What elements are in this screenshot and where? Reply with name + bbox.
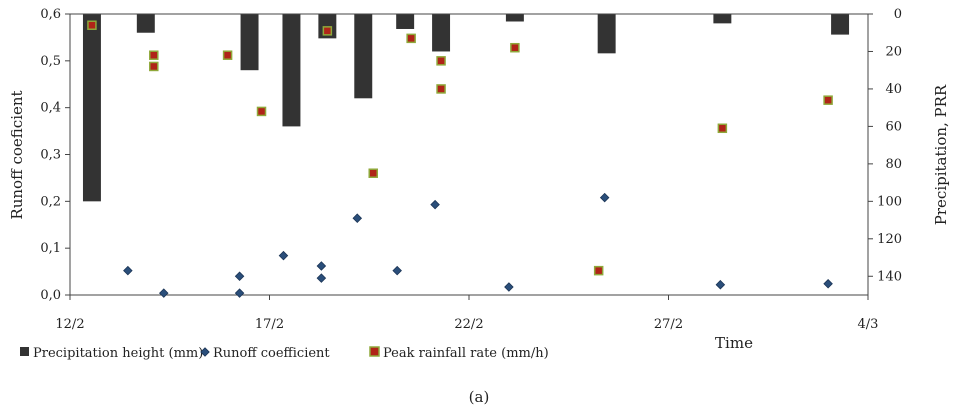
y-right-tick-label: 20 — [885, 44, 902, 59]
runoff-coefficient-point — [823, 278, 833, 289]
y-right-axis-title: Precipitation, PRR — [932, 84, 950, 225]
x-axis-title: Time — [715, 334, 753, 352]
legend-entry-label: Peak rainfall rate (mm/h) — [383, 346, 549, 361]
peak-rainfall-rate-point — [368, 168, 378, 178]
y-left-tick-label: 0,4 — [40, 101, 61, 116]
peak-rainfall-rate-point — [149, 50, 159, 60]
precipitation-bar — [432, 14, 451, 52]
runoff-coefficient-point — [352, 213, 363, 223]
peak-rainfall-rate-point — [823, 95, 833, 105]
y-right-tick-label: 100 — [877, 194, 902, 209]
y-left-tick-label: 0,2 — [40, 194, 61, 209]
peak-rainfall-rate-point — [717, 123, 728, 134]
precipitation-bar — [831, 14, 850, 35]
runoff-coefficient-point — [158, 288, 169, 298]
y-right-tick-label: 0 — [894, 7, 902, 22]
legend-entry-label: Precipitation height (mm) — [33, 346, 203, 361]
precipitation-bar — [240, 14, 259, 71]
y-right-tick-label: 80 — [885, 157, 902, 172]
peak-rainfall-rate-point — [593, 265, 604, 276]
axis-ticks: 0,0 0,1 0,2 0,3 0,4 0,5 0,6 0 20 40 60 80 100 120 140 1… — [40, 7, 902, 332]
precipitation-bar — [505, 14, 524, 22]
x-tick-label: 12/2 — [55, 317, 84, 332]
x-tick-label: 17/2 — [255, 317, 284, 332]
precipitation-bar — [713, 14, 732, 24]
peak-rainfall-rate-point — [222, 50, 233, 60]
legend-square-marker — [20, 347, 29, 356]
peak-rainfall-rate-point — [87, 20, 97, 30]
y-right-tick-label: 140 — [877, 269, 902, 284]
precipitation-bar — [282, 14, 301, 127]
plot-frame — [69, 13, 869, 296]
runoff-coefficient-point — [234, 288, 245, 298]
legend-entry-label: Runoff coefficient — [213, 346, 330, 361]
peak-rainfall-rate-point — [256, 106, 267, 117]
peak-rainfall-rate-point — [436, 56, 446, 66]
precipitation-bar — [82, 14, 101, 202]
runoff-coefficient-point — [123, 265, 133, 276]
peak-rainfall-rate-point — [510, 42, 520, 53]
runoff-coefficient-point — [316, 273, 327, 283]
figure-caption: (a) — [469, 388, 490, 406]
precipitation-bar — [597, 14, 616, 54]
y-left-tick-label: 0,1 — [40, 241, 61, 256]
precipitation-bar — [396, 14, 415, 29]
y-left-axis-title: Runoff coeficient — [8, 90, 26, 219]
runoff-coefficient-point — [234, 271, 245, 282]
y-left-tick-label: 0,0 — [40, 288, 61, 303]
y-right-tick-label: 40 — [885, 82, 902, 97]
y-left-tick-label: 0,6 — [40, 7, 61, 22]
y-left-tick-label: 0,3 — [40, 148, 61, 163]
runoff-coefficient-point — [278, 250, 289, 261]
peak-rainfall-rate-point — [322, 26, 333, 36]
peak-rainfall-rate-point — [436, 84, 446, 94]
runoff-coefficient-point — [504, 282, 514, 292]
legend: Precipitation height (mm) Runoff coeffici… — [20, 346, 549, 361]
y-left-tick-label: 0,5 — [40, 54, 61, 69]
legend-square-marker — [369, 346, 380, 357]
y-right-tick-label: 60 — [885, 119, 902, 134]
runoff-coefficient-point — [715, 279, 726, 290]
x-tick-label: 4/3 — [858, 317, 879, 332]
x-tick-label: 22/2 — [454, 317, 483, 332]
precipitation-bar — [354, 14, 373, 99]
precipitation-bars — [82, 14, 850, 202]
runoff-coefficient-point — [316, 261, 327, 271]
runoff-coefficient-point — [599, 192, 610, 203]
precipitation-bar — [136, 14, 155, 33]
runoff-coefficient-point — [430, 199, 440, 210]
y-right-tick-label: 120 — [877, 232, 902, 247]
runoff-coefficient-point — [392, 265, 402, 276]
peak-rainfall-rate-point — [406, 33, 416, 44]
x-tick-label: 27/2 — [654, 317, 683, 332]
scatter-points — [87, 20, 833, 298]
legend-diamond-marker — [200, 347, 210, 357]
peak-rainfall-rate-point — [149, 61, 159, 72]
